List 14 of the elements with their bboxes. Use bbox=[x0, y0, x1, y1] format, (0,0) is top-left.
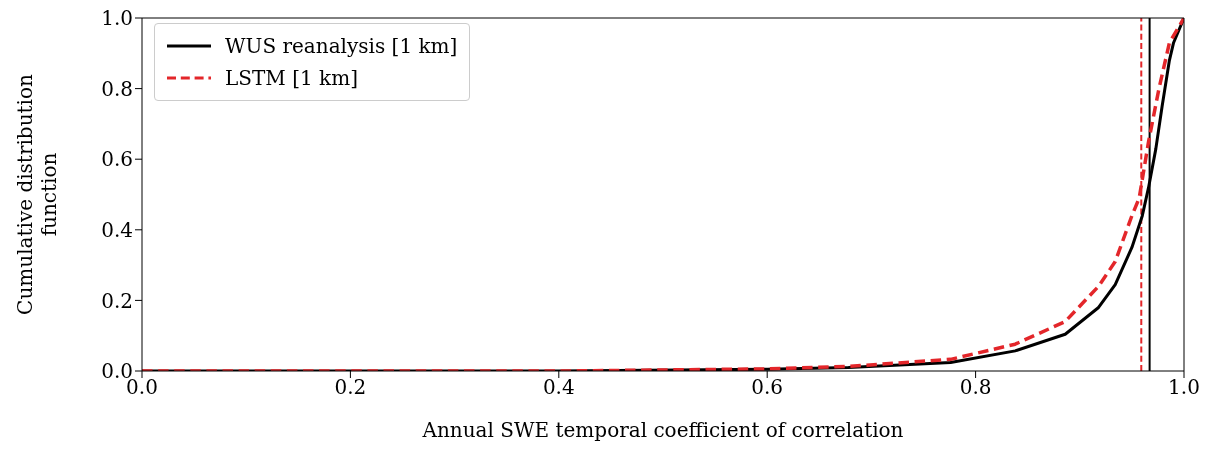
y-tick-label: 0.8 bbox=[101, 76, 133, 101]
y-tick-label: 0.2 bbox=[101, 288, 133, 313]
y-tick-label: 0.4 bbox=[101, 217, 133, 242]
x-tick-label: 0.6 bbox=[751, 375, 784, 400]
x-tick-label: 0.2 bbox=[334, 375, 367, 400]
x-tick-label: 1.0 bbox=[1168, 375, 1200, 400]
y-tick-label: 1.0 bbox=[101, 6, 133, 31]
legend-label: LSTM [1 km] bbox=[225, 66, 358, 90]
x-tick-label: 0.8 bbox=[959, 375, 992, 400]
x-axis-title: Annual SWE temporal coefficient of correlation bbox=[421, 418, 904, 442]
x-tick-label: 0.4 bbox=[542, 375, 575, 400]
y-tick-label: 0.6 bbox=[101, 147, 133, 172]
legend-label: WUS reanalysis [1 km] bbox=[225, 34, 458, 58]
y-axis-title: Cumulative distribution function bbox=[13, 74, 61, 315]
